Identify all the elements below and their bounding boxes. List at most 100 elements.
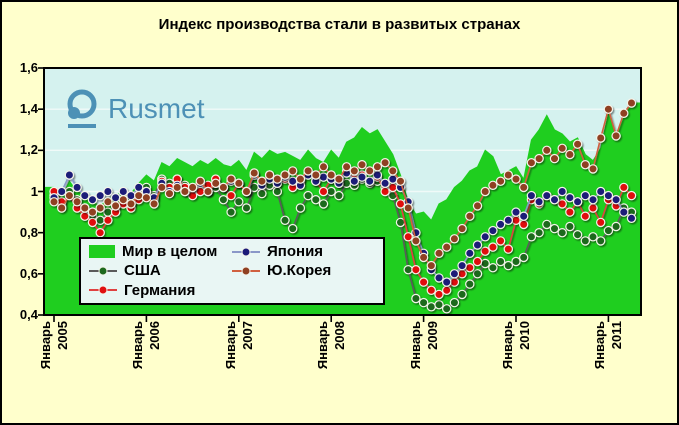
data-point [488,180,498,191]
data-point [411,293,421,304]
data-point [357,159,367,170]
x-axis-tick-label: Январь 2005 [38,321,70,370]
data-point [611,131,621,141]
data-point [626,213,637,223]
data-point [588,164,598,174]
data-point [465,248,475,258]
data-point [511,256,521,267]
data-point [611,194,621,205]
data-point [126,199,136,209]
x-axis-tick-label: Январь 2007 [222,321,255,370]
data-point [226,207,236,217]
data-point [588,232,598,242]
data-point [234,178,244,189]
data-point [418,277,429,287]
data-point [557,227,567,238]
data-point [465,279,475,289]
data-point [580,159,591,170]
data-point [303,166,313,176]
data-point [149,199,159,209]
y-axis-tick-label: 1,2 [19,142,38,158]
y-axis-tick-label: 0,6 [19,265,38,281]
data-point [326,186,336,197]
data-point [503,215,513,225]
data-point [334,174,344,184]
data-point [457,289,467,300]
data-point [357,172,367,182]
data-point [95,215,105,225]
data-point [218,194,229,205]
data-point [565,207,575,217]
data-point [557,186,567,197]
data-point [457,260,467,271]
legend-item-Япония: Япония [232,243,375,260]
data-point [380,178,390,189]
data-point [195,186,205,197]
legend-label: США [124,262,161,280]
data-point [495,219,506,230]
data-point [488,225,498,236]
data-point [511,207,521,217]
data-point [557,199,567,209]
data-point [249,168,259,178]
data-point [426,285,436,295]
data-point [480,246,490,256]
data-point [542,190,552,201]
data-point [95,227,105,238]
data-point [442,242,452,252]
data-point [110,192,121,203]
data-point [580,190,591,201]
data-point [241,203,252,213]
data-point [80,190,90,201]
data-point [580,211,591,221]
data-point [388,182,398,193]
data-point [526,157,537,168]
data-point [565,192,575,203]
data-point [549,194,560,205]
y-axis-tick-label: 0,4 [19,307,38,322]
data-point [442,304,452,314]
data-point [465,262,475,273]
data-point [110,201,121,211]
data-point [626,98,637,108]
data-point [87,217,98,228]
data-point [442,285,452,295]
data-point [141,192,152,203]
data-point [180,186,190,197]
data-point [434,289,444,300]
data-point [619,207,629,217]
data-point [549,223,560,234]
data-point [234,197,244,207]
data-point [72,182,82,193]
data-point [626,190,637,201]
data-point [272,186,282,197]
data-point [95,203,105,213]
data-point [380,186,390,197]
data-point [287,176,298,186]
data-point [519,182,529,193]
data-point [596,217,606,228]
data-point [495,256,506,267]
data-point [57,203,67,213]
data-point [295,174,306,184]
data-point [580,236,591,246]
data-point [549,153,560,164]
data-point [334,190,344,201]
data-point [572,229,583,240]
data-point [411,264,421,275]
data-point [341,162,352,172]
data-point [519,211,529,221]
data-point [172,182,182,193]
data-point [341,178,352,189]
legend-item-Германия: Германия [89,282,232,299]
data-point [534,227,544,238]
data-point [318,199,329,209]
data-point [395,199,406,209]
data-point [187,190,198,201]
data-point [619,182,629,193]
legend-item-Ю.Корея: Ю.Корея [232,262,375,279]
data-point [403,264,413,275]
y-axis-tick-label: 1,6 [19,60,38,75]
data-point [434,248,444,258]
data-point [526,232,537,242]
